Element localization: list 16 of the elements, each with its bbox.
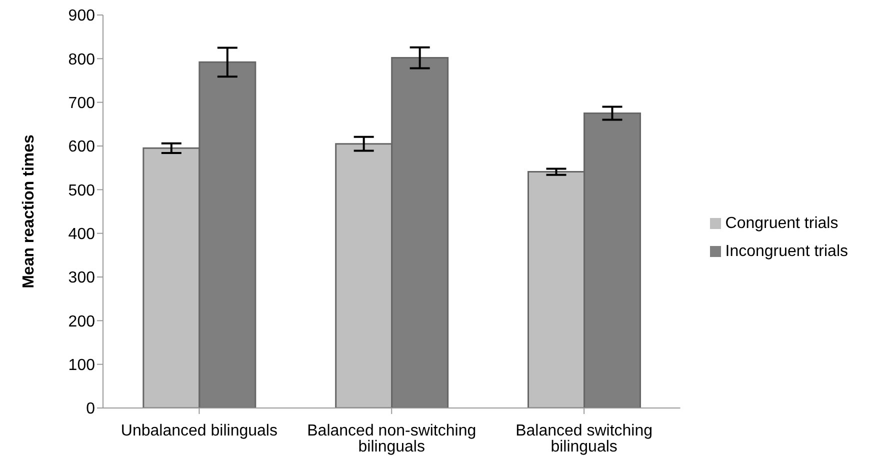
y-tick-label: 200: [68, 313, 96, 330]
x-tick-label: Unbalanced bilinguals: [120, 422, 278, 440]
y-tick-label: 800: [68, 51, 96, 68]
y-tick-label: 100: [68, 357, 96, 374]
y-tick-label: 600: [68, 138, 96, 156]
legend-label: Incongruent trials: [725, 243, 848, 260]
y-tick-label: 500: [68, 182, 96, 200]
x-tick-label: Balanced switching bilinguals: [516, 422, 653, 456]
legend-label: Congruent trials: [725, 215, 838, 232]
y-tick-label: 700: [68, 95, 96, 112]
y-tick-label: 0: [86, 400, 96, 418]
y-tick-label: 400: [68, 226, 96, 244]
y-axis-title: Mean reaction times: [20, 134, 38, 288]
y-tick-label: 300: [68, 270, 96, 287]
x-tick-label: Balanced non-switching bilinguals: [307, 422, 476, 456]
y-tick-label: 900: [68, 8, 96, 25]
